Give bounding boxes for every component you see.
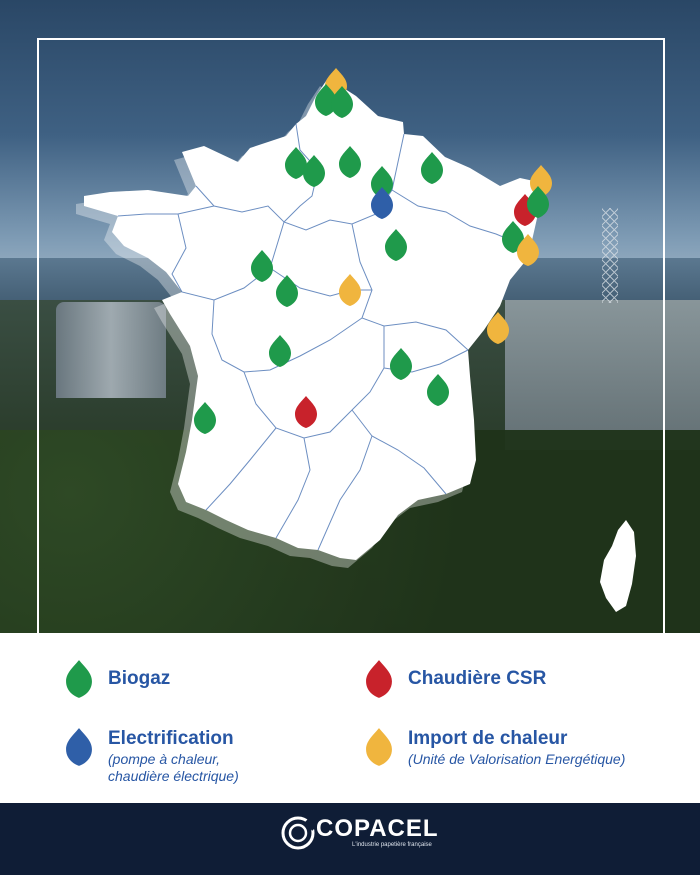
- legend-sub-electrification-2: chaudière électrique): [108, 768, 239, 784]
- france-mainland: [84, 78, 543, 560]
- legend-label-biogaz: Biogaz: [108, 668, 171, 689]
- legend-item-import-chaleur: Import de chaleur (Unité de Valorisation…: [364, 727, 625, 768]
- footer-bar: [0, 803, 700, 875]
- legend-sub-import-chaleur: (Unité de Valorisation Energétique): [408, 751, 626, 767]
- chaudiere-csr-drop-icon: [366, 660, 392, 698]
- import-chaleur-drop-icon: [366, 728, 392, 766]
- electrification-drop-icon: [66, 728, 92, 766]
- legend-label-import-chaleur: Import de chaleur: [408, 728, 568, 749]
- legend-panel: Biogaz Chaudière CSR Electrification (po…: [0, 633, 700, 803]
- copacel-logo: COPACEL L'industrie papetière française: [280, 815, 439, 851]
- logo-tagline: L'industrie papetière française: [352, 842, 432, 848]
- storage-tank: [56, 302, 166, 398]
- biogaz-drop-icon: [66, 660, 92, 698]
- power-pylon: [602, 208, 618, 303]
- legend-sub-electrification-1: (pompe à chaleur,: [108, 751, 221, 767]
- factory-building: [505, 300, 700, 450]
- legend-item-biogaz: Biogaz: [64, 659, 170, 699]
- logo-name: COPACEL: [316, 815, 439, 842]
- legend-item-chaudiere-csr: Chaudière CSR: [364, 659, 546, 699]
- legend-item-electrification: Electrification (pompe à chaleur, chaudi…: [64, 727, 239, 785]
- corsica: [600, 520, 636, 612]
- legend-label-chaudiere-csr: Chaudière CSR: [408, 668, 547, 689]
- legend-label-electrification: Electrification: [108, 728, 234, 749]
- copacel-logo-icon: [281, 816, 316, 850]
